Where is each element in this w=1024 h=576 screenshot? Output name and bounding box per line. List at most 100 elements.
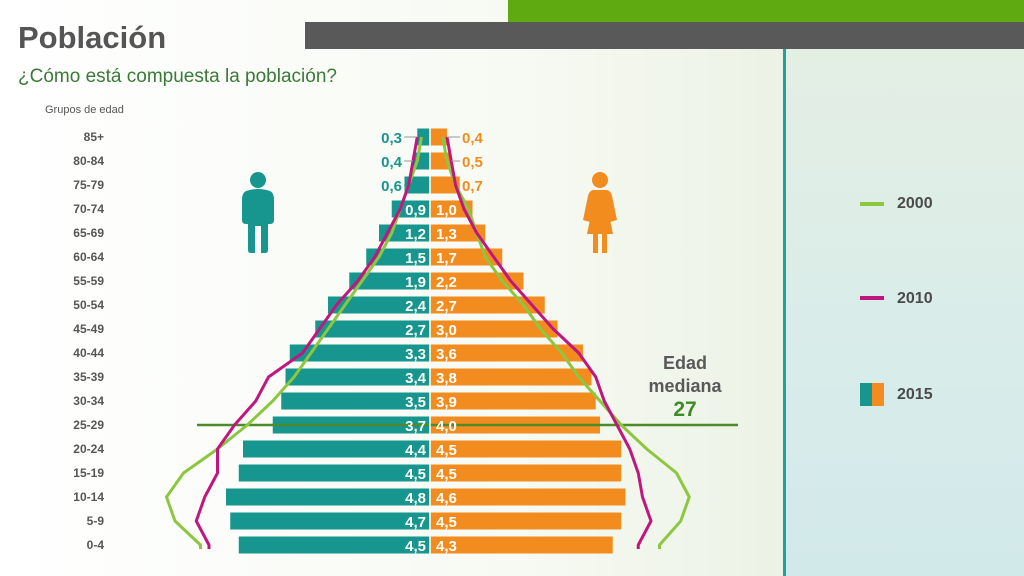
value-label-male: 4,8 xyxy=(405,490,426,507)
bar-female xyxy=(430,176,460,194)
value-label-female: 3,8 xyxy=(436,370,457,387)
value-label-female: 4,5 xyxy=(436,442,457,459)
trend-line-2000-male xyxy=(165,136,423,549)
bar-female xyxy=(430,224,486,242)
bar-male xyxy=(289,344,430,362)
value-label-male: 1,2 xyxy=(405,226,426,243)
value-label-male: 3,4 xyxy=(405,370,427,387)
median-age-value: 27 xyxy=(673,398,697,421)
value-label-male: 4,5 xyxy=(405,466,426,483)
legend-panel-edge xyxy=(783,49,786,576)
value-label-male: 3,3 xyxy=(405,346,426,363)
value-label-male: 3,5 xyxy=(405,394,426,411)
bar-male xyxy=(285,368,430,386)
bar-female xyxy=(430,440,622,458)
value-label-female: 0,5 xyxy=(462,154,483,171)
value-label-female: 0,7 xyxy=(462,178,483,195)
age-label: 55-59 xyxy=(73,274,104,288)
legend-panel xyxy=(783,49,1024,576)
legend-2000-line xyxy=(860,202,884,206)
value-label-male: 1,9 xyxy=(405,274,426,291)
value-label-female: 1,7 xyxy=(436,250,457,267)
value-label-female: 4,5 xyxy=(436,466,457,483)
legend-2010-line xyxy=(860,296,884,300)
value-label-female: 4,6 xyxy=(436,490,457,507)
bar-male xyxy=(281,392,430,410)
bar-female xyxy=(430,368,592,386)
value-label-female: 2,2 xyxy=(436,274,457,291)
age-label: 85+ xyxy=(83,130,104,144)
value-label-female: 3,6 xyxy=(436,346,457,363)
page-subtitle: ¿Cómo está compuesta la población? xyxy=(18,66,337,87)
value-label-male: 1,5 xyxy=(405,250,426,267)
age-label: 0-4 xyxy=(86,538,104,552)
median-age-label: Edad mediana xyxy=(640,352,730,398)
bar-female xyxy=(430,344,583,362)
age-label: 40-44 xyxy=(73,346,104,360)
legend-2015-label: 2015 xyxy=(897,386,933,403)
age-label: 80-84 xyxy=(73,154,104,168)
age-label: 75-79 xyxy=(73,178,104,192)
value-label-female: 0,4 xyxy=(462,130,484,147)
bar-male xyxy=(315,320,430,338)
value-label-male: 4,4 xyxy=(405,442,427,459)
age-label: 10-14 xyxy=(73,490,104,504)
value-label-male: 0,4 xyxy=(381,154,403,171)
value-label-female: 3,9 xyxy=(436,394,457,411)
header-accent-green xyxy=(508,0,1024,22)
male-person-icon xyxy=(242,172,274,253)
value-label-female: 4,5 xyxy=(436,514,457,531)
header-accent-gray xyxy=(305,22,1024,49)
legend-2015-swatch-female xyxy=(872,383,884,406)
bar-female xyxy=(430,296,545,314)
legend-2015-swatch-male xyxy=(860,383,872,406)
trend-line-2010-female xyxy=(445,136,653,549)
bar-male xyxy=(230,512,430,530)
age-label: 35-39 xyxy=(73,370,104,384)
bar-female xyxy=(430,392,596,410)
value-label-male: 0,3 xyxy=(381,130,402,147)
trend-line-2000-female xyxy=(441,136,691,549)
median-age-label-line1: Edad xyxy=(662,353,707,373)
value-label-male: 4,7 xyxy=(405,514,426,531)
age-label: 65-69 xyxy=(73,226,104,240)
value-label-female: 2,7 xyxy=(436,298,457,315)
age-label: 5-9 xyxy=(86,514,104,528)
age-label: 70-74 xyxy=(73,202,104,216)
value-label-male: 2,4 xyxy=(405,298,427,315)
value-label-female: 4,0 xyxy=(436,418,457,435)
bar-female xyxy=(430,320,558,338)
age-label: 30-34 xyxy=(73,394,104,408)
value-label-male: 0,9 xyxy=(405,202,426,219)
age-label: 60-64 xyxy=(73,250,104,264)
bar-male xyxy=(238,464,430,482)
bar-male xyxy=(226,488,430,506)
trend-line-2010-male xyxy=(194,136,419,549)
value-label-male: 4,5 xyxy=(405,538,426,555)
value-label-female: 1,0 xyxy=(436,202,457,219)
value-label-male: 2,7 xyxy=(405,322,426,339)
page-title: Población xyxy=(18,20,167,55)
value-label-male: 0,6 xyxy=(381,178,402,195)
value-label-male: 3,7 xyxy=(405,418,426,435)
legend-2000-label: 2000 xyxy=(897,195,933,212)
age-label: 15-19 xyxy=(73,466,104,480)
bar-female xyxy=(430,464,622,482)
median-age-label-line2: mediana xyxy=(648,376,722,396)
bar-female xyxy=(430,536,613,554)
age-group-header: Grupos de edad xyxy=(45,104,124,116)
age-label: 25-29 xyxy=(73,418,104,432)
female-person-icon xyxy=(583,172,617,253)
value-label-female: 4,3 xyxy=(436,538,457,555)
age-label: 20-24 xyxy=(73,442,104,456)
bar-male xyxy=(238,536,430,554)
bar-female xyxy=(430,512,622,530)
bar-female xyxy=(430,488,626,506)
bar-male xyxy=(243,440,430,458)
age-label: 50-54 xyxy=(73,298,104,312)
age-label: 45-49 xyxy=(73,322,104,336)
bar-male xyxy=(328,296,430,314)
value-label-female: 3,0 xyxy=(436,322,457,339)
legend-2010-label: 2010 xyxy=(897,290,933,307)
